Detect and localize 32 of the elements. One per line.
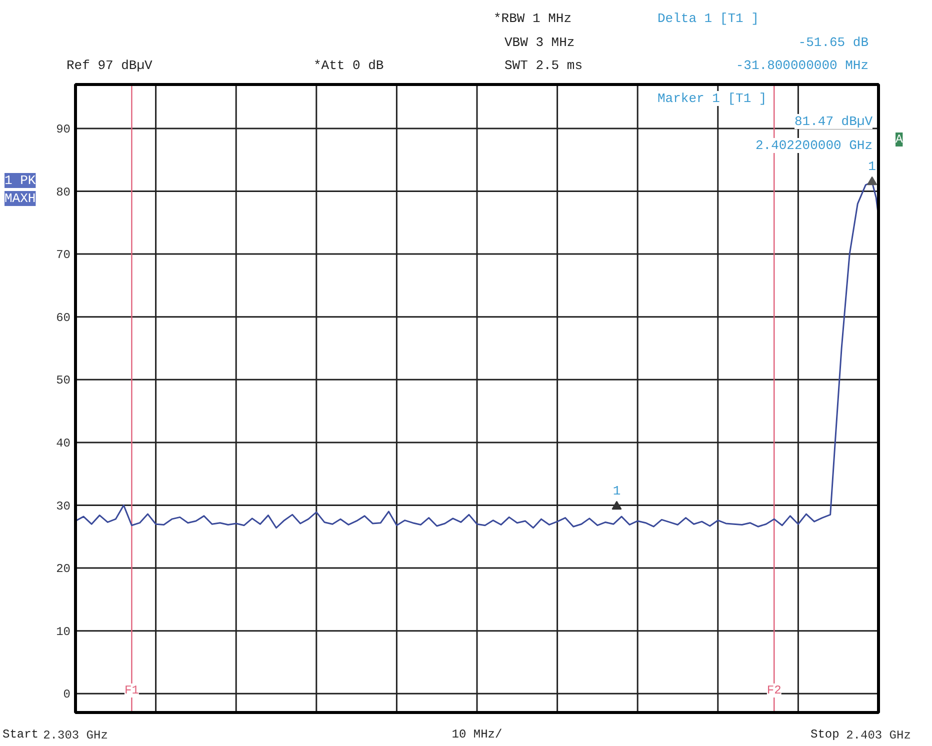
x-tick-label: 2.403 GHz: [846, 728, 911, 742]
text: 1 PK: [4, 173, 36, 188]
text: MAXH: [4, 191, 36, 206]
text: *RBW 1 MHz: [494, 11, 572, 26]
x-tick-label: 2.303 GHz: [43, 728, 108, 742]
text: Ref 97 dBµV: [66, 58, 153, 73]
annotation: 1: [612, 484, 621, 499]
annotation: 81.47 dBµV: [794, 114, 873, 129]
y-tick-label: 10: [56, 624, 71, 639]
text: *Att 0 dB: [314, 58, 384, 73]
annotation: Marker 1 [T1 ]: [658, 91, 767, 106]
y-tick-label: 50: [56, 374, 71, 388]
text: VBW 3 MHz: [504, 35, 575, 50]
ref-line-label: F2: [766, 684, 782, 698]
text: Delta 1 [T1 ]: [658, 11, 759, 26]
y-tick-label: 30: [56, 499, 71, 514]
y-tick-label: 0: [63, 688, 70, 702]
ref-line-label: F1: [124, 684, 139, 698]
x-axis-title: 10 MHz/: [452, 728, 502, 742]
text: -51.65 dB: [798, 35, 869, 50]
text: -31.800000000 MHz: [736, 58, 869, 73]
y-tick-label: 40: [56, 436, 71, 450]
y-tick-label: 70: [56, 248, 71, 262]
annotation: 2.402200000 GHz: [755, 138, 873, 153]
text: SWT 2.5 ms: [504, 58, 583, 73]
y-tick-label: 20: [56, 562, 71, 576]
y-tick-label: 90: [56, 122, 71, 136]
text: Start: [2, 728, 39, 742]
y-tick-label: 60: [56, 310, 71, 325]
text: Stop: [810, 728, 840, 742]
annotation: 1: [868, 159, 876, 174]
y-tick-label: 80: [56, 185, 71, 200]
